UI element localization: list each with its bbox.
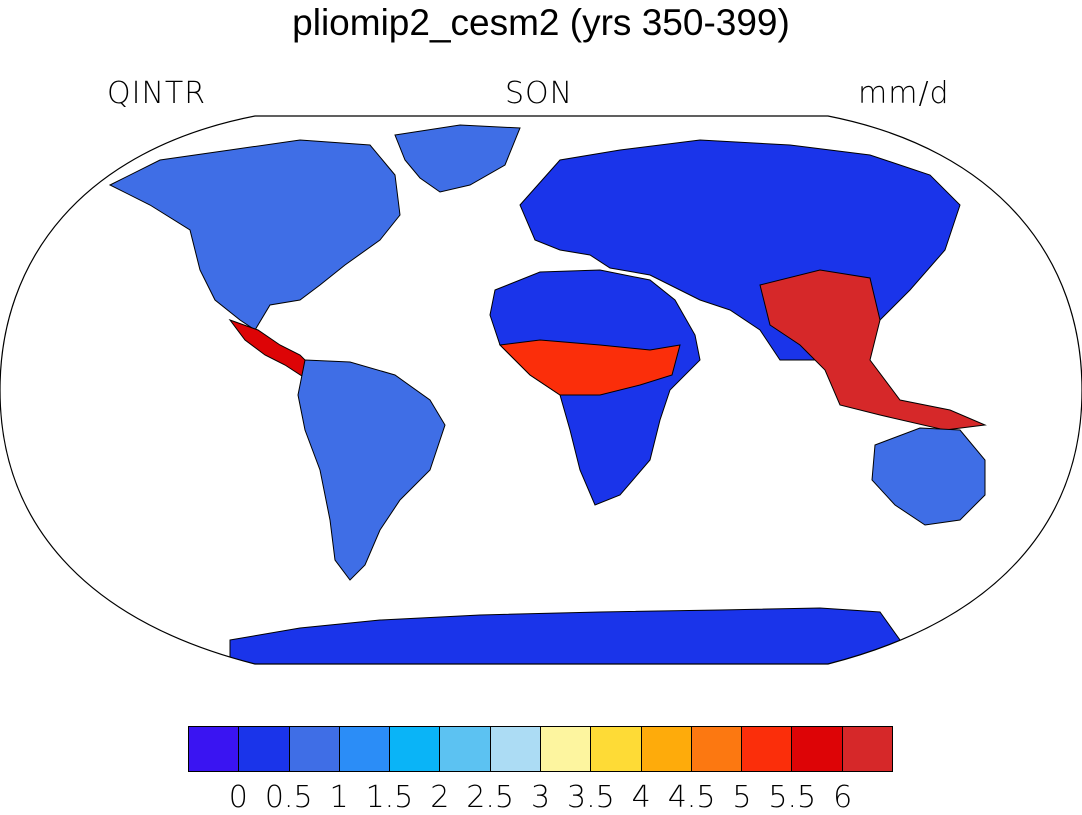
colorbar-tick-label: 4 — [631, 780, 651, 815]
colorbar-swatch — [842, 727, 892, 771]
region-greenland — [394, 124, 521, 193]
colorbar-swatch — [490, 727, 541, 771]
colorbar-swatch — [239, 727, 290, 771]
season-label: SON — [505, 76, 574, 111]
region-north-america — [108, 139, 401, 331]
region-south-america — [297, 359, 446, 581]
map-title: pliomip2_cesm2 (yrs 350-399) — [292, 2, 790, 43]
colorbar-swatch — [792, 727, 843, 771]
colorbar-ticks: 0 0.5 1 1.5 2 2.5 3 3.5 4 4.5 5 5.5 6 — [0, 780, 1082, 815]
world-map — [0, 115, 1082, 665]
colorbar-swatch — [339, 727, 391, 771]
colorbar-swatch — [289, 727, 340, 771]
colorbar-swatch — [440, 727, 491, 771]
region-australia — [871, 427, 986, 526]
colorbar-tick-label: 0.5 — [264, 780, 313, 815]
colorbar-tick-label: 5 — [732, 780, 752, 815]
colorbar-tick-label: 2 — [430, 780, 450, 815]
colorbar-tick-label: 1 — [329, 780, 349, 815]
colorbar-swatch — [691, 727, 743, 771]
colorbar-tick-label: 2.5 — [466, 780, 514, 815]
variable-label: QINTR — [107, 76, 207, 111]
colorbar-tick-label: 4.5 — [667, 780, 716, 815]
region-sahel-band — [498, 339, 681, 396]
colorbar-swatch — [591, 727, 642, 771]
colorbar-swatch — [742, 727, 793, 771]
colorbar-tick-label: 0 — [228, 780, 248, 815]
colorbar — [188, 726, 893, 772]
globe-outline — [0, 115, 1082, 665]
region-antarctica — [229, 607, 901, 664]
region-southeast-asia — [759, 269, 987, 431]
colorbar-tick-label: 3.5 — [566, 780, 615, 815]
colorbar-tick-label: 1.5 — [365, 780, 414, 815]
colorbar-tick-label: 6 — [833, 780, 853, 815]
units-label: mm/d — [858, 76, 950, 111]
colorbar-swatch — [390, 727, 441, 771]
colorbar-swatch — [540, 727, 592, 771]
colorbar-swatch — [189, 727, 240, 771]
colorbar-tick-label: 3 — [530, 780, 551, 815]
colorbar-tick-label: 5.5 — [768, 780, 817, 815]
colorbar-swatch — [641, 727, 692, 771]
